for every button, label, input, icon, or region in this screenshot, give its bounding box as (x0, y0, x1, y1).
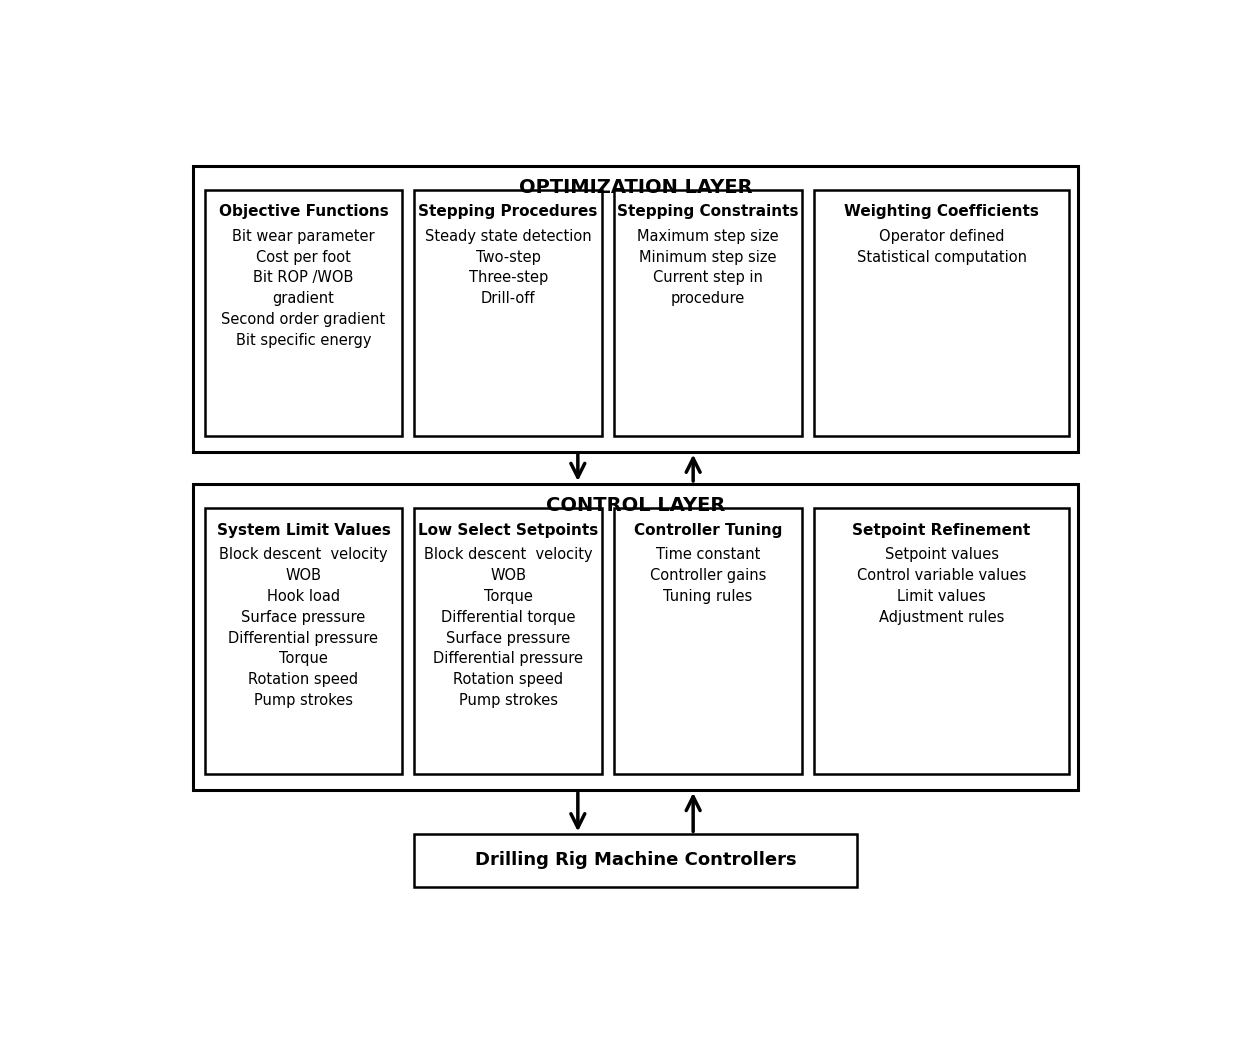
Text: WOB: WOB (285, 568, 321, 583)
Text: OPTIMIZATION LAYER: OPTIMIZATION LAYER (518, 178, 753, 197)
Text: Torque: Torque (484, 589, 533, 604)
Text: Drilling Rig Machine Controllers: Drilling Rig Machine Controllers (475, 851, 796, 869)
Bar (414, 835, 857, 887)
Text: gradient: gradient (273, 292, 335, 306)
Text: Stepping Procedures: Stepping Procedures (418, 204, 598, 220)
Text: Hook load: Hook load (267, 589, 340, 604)
Text: Differential pressure: Differential pressure (433, 652, 583, 666)
Text: Differential torque: Differential torque (441, 610, 575, 624)
Bar (193, 165, 1078, 452)
Text: WOB: WOB (490, 568, 526, 583)
Text: Stepping Constraints: Stepping Constraints (618, 204, 799, 220)
Text: Rotation speed: Rotation speed (453, 673, 563, 687)
Bar (614, 508, 802, 774)
Text: Limit values: Limit values (898, 589, 986, 604)
Text: Controller Tuning: Controller Tuning (634, 523, 782, 538)
Bar (414, 190, 601, 435)
Text: CONTROL LAYER: CONTROL LAYER (546, 496, 725, 515)
Bar (205, 190, 402, 435)
Bar (193, 484, 1078, 790)
Text: Second order gradient: Second order gradient (222, 313, 386, 327)
Text: Two-step: Two-step (476, 250, 541, 265)
Text: Controller gains: Controller gains (650, 568, 766, 583)
Text: procedure: procedure (671, 292, 745, 306)
Text: Statistical computation: Statistical computation (857, 250, 1027, 265)
Text: Torque: Torque (279, 652, 327, 666)
Text: Surface pressure: Surface pressure (446, 631, 570, 645)
Text: Objective Functions: Objective Functions (218, 204, 388, 220)
Text: Weighting Coefficients: Weighting Coefficients (844, 204, 1039, 220)
Text: Control variable values: Control variable values (857, 568, 1027, 583)
Bar (205, 508, 402, 774)
Text: Operator defined: Operator defined (879, 229, 1004, 244)
Text: Bit ROP /WOB: Bit ROP /WOB (253, 271, 353, 286)
Text: Pump strokes: Pump strokes (459, 693, 558, 708)
Bar (414, 508, 601, 774)
Text: Time constant: Time constant (656, 547, 760, 562)
Text: Current step in: Current step in (653, 271, 763, 286)
Text: Drill-off: Drill-off (481, 292, 536, 306)
Text: Three-step: Three-step (469, 271, 548, 286)
Text: Block descent  velocity: Block descent velocity (219, 547, 388, 562)
Text: Block descent  velocity: Block descent velocity (424, 547, 593, 562)
Text: Cost per foot: Cost per foot (255, 250, 351, 265)
Bar (815, 190, 1069, 435)
Text: Minimum step size: Minimum step size (640, 250, 776, 265)
Text: Tuning rules: Tuning rules (663, 589, 753, 604)
Text: Rotation speed: Rotation speed (248, 673, 358, 687)
Text: Steady state detection: Steady state detection (425, 229, 591, 244)
Text: Adjustment rules: Adjustment rules (879, 610, 1004, 624)
Text: Setpoint Refinement: Setpoint Refinement (852, 523, 1030, 538)
Text: Differential pressure: Differential pressure (228, 631, 378, 645)
Text: Bit wear parameter: Bit wear parameter (232, 229, 374, 244)
Text: Pump strokes: Pump strokes (254, 693, 353, 708)
Text: System Limit Values: System Limit Values (217, 523, 391, 538)
Text: Low Select Setpoints: Low Select Setpoints (418, 523, 598, 538)
Text: Surface pressure: Surface pressure (242, 610, 366, 624)
Text: Setpoint values: Setpoint values (884, 547, 998, 562)
Text: Bit specific energy: Bit specific energy (236, 334, 371, 348)
Text: Maximum step size: Maximum step size (637, 229, 779, 244)
Bar (614, 190, 802, 435)
Bar (815, 508, 1069, 774)
